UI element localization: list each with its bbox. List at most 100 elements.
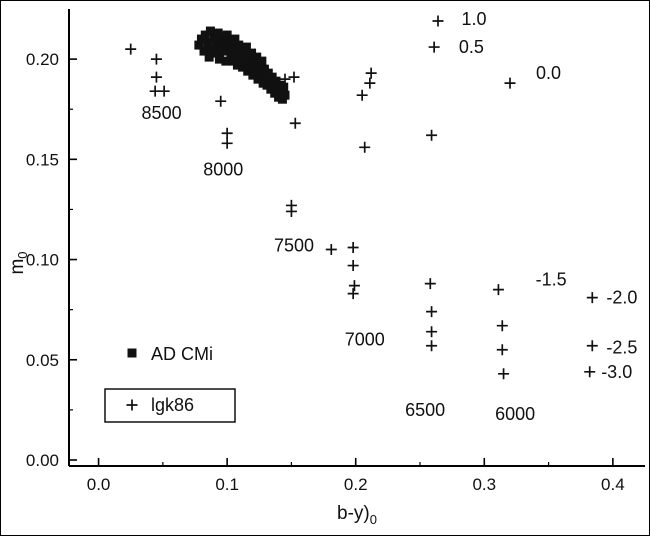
y-axis-label: m0 (7, 251, 30, 274)
adcmi-point (241, 42, 251, 52)
lgk86-point (586, 340, 598, 352)
lgk86-point (347, 260, 359, 272)
adcmi-point (257, 56, 267, 66)
adcmi-point (194, 40, 204, 50)
y-tick-label: 0.00 (26, 451, 59, 470)
y-tick-label: 0.20 (26, 50, 59, 69)
legend-plus-marker (126, 399, 138, 411)
x-axis-label: b-y)0 (337, 503, 377, 527)
adcmi-point (225, 36, 235, 46)
lgk86-point (428, 41, 440, 53)
adcmi-point (205, 26, 215, 36)
x-tick-label: 0.2 (344, 475, 368, 494)
x-tick-label: 0.3 (472, 475, 496, 494)
lgk86-point (348, 280, 360, 292)
legend-label-lgk86: lgk86 (151, 395, 194, 415)
lgk86-point (288, 71, 300, 83)
adcmi-point (280, 90, 290, 100)
annotation-label: -1.5 (536, 270, 567, 290)
lgk86-point (584, 366, 596, 378)
adcmi-point (209, 34, 219, 44)
lgk86-point (359, 141, 371, 153)
annotation-label: -2.5 (606, 338, 637, 358)
x-axis-label-main: b-y) (337, 503, 370, 524)
lgk86-point (347, 288, 359, 300)
adcmi-point (238, 62, 248, 72)
adcmi-point (222, 30, 232, 40)
y-axis-label-sub: 0 (15, 251, 30, 258)
adcmi-point (253, 74, 263, 84)
lgk86-point (347, 242, 359, 254)
legend-square-marker (127, 348, 137, 358)
lgk86-point (504, 77, 516, 89)
adcmi-point (217, 32, 227, 42)
lgk86-point (285, 205, 297, 217)
lgk86-point (150, 53, 162, 65)
adcmi-point (200, 30, 210, 40)
lgk86-point (496, 344, 508, 356)
adcmi-point (218, 46, 228, 56)
lgk86-point (221, 127, 233, 139)
y-tick-label: 0.15 (26, 150, 59, 169)
annotation-label: -2.0 (606, 288, 637, 308)
lgk86-point (325, 244, 337, 256)
adcmi-point (211, 48, 221, 58)
annotation-label: 7000 (345, 330, 385, 350)
annotation-label: 8500 (142, 103, 182, 123)
adcmi-point (239, 48, 249, 58)
annotation-label: -3.0 (601, 362, 632, 382)
x-tick-label: 0.0 (87, 475, 111, 494)
adcmi-point (220, 38, 230, 48)
annotation-label: 0.5 (459, 37, 484, 57)
annotation-label: 8000 (203, 159, 243, 179)
adcmi-point (221, 56, 231, 66)
adcmi-point (199, 46, 209, 56)
annotation-label: 6500 (405, 400, 445, 420)
lgk86-point (498, 368, 510, 380)
lgk86-point (279, 73, 291, 85)
lgk86-point (496, 320, 508, 332)
lgk86-point (426, 129, 438, 141)
y-tick-label: 0.10 (26, 251, 59, 270)
lgk86-point (215, 95, 227, 107)
adcmi-point (279, 82, 289, 92)
annotation-label: 6000 (495, 404, 535, 424)
lgk86-point (150, 71, 162, 83)
adcmi-point (204, 52, 214, 62)
lgk86-point (586, 292, 598, 304)
lgk86-point (424, 278, 436, 290)
y-tick-label: 0.05 (26, 351, 59, 370)
lgk86-point (221, 137, 233, 149)
annotation-label: 0.0 (536, 63, 561, 83)
lgk86-point (426, 326, 438, 338)
adcmi-point (203, 38, 213, 48)
x-tick-label: 0.4 (601, 475, 625, 494)
adcmi-point (231, 46, 241, 56)
adcmi-point (247, 48, 257, 58)
lgk86-point (432, 15, 444, 27)
adcmi-point (226, 50, 236, 60)
adcmi-point (248, 70, 258, 80)
lgk86-point (289, 117, 301, 129)
lgk86-point (364, 77, 376, 89)
lgk86-point (261, 73, 273, 85)
x-tick-label: 0.1 (215, 475, 239, 494)
adcmi-point (243, 66, 253, 76)
legend-label-adcmi: AD CMi (151, 344, 213, 364)
lgk86-point (356, 89, 368, 101)
lgk86-point (158, 85, 170, 97)
lgk86-point (426, 340, 438, 352)
lgk86-point (492, 284, 504, 296)
adcmi-point (214, 54, 224, 64)
y-axis-label-main: m (7, 259, 28, 275)
x-axis-label-sub: 0 (370, 512, 377, 527)
adcmi-point (232, 60, 242, 70)
lgk86-point (125, 43, 137, 55)
lgk86-point (365, 67, 377, 79)
annotation-label: 7500 (274, 236, 314, 256)
lgk86-point (426, 306, 438, 318)
legend-box (104, 388, 236, 423)
adcmi-point (230, 34, 240, 44)
